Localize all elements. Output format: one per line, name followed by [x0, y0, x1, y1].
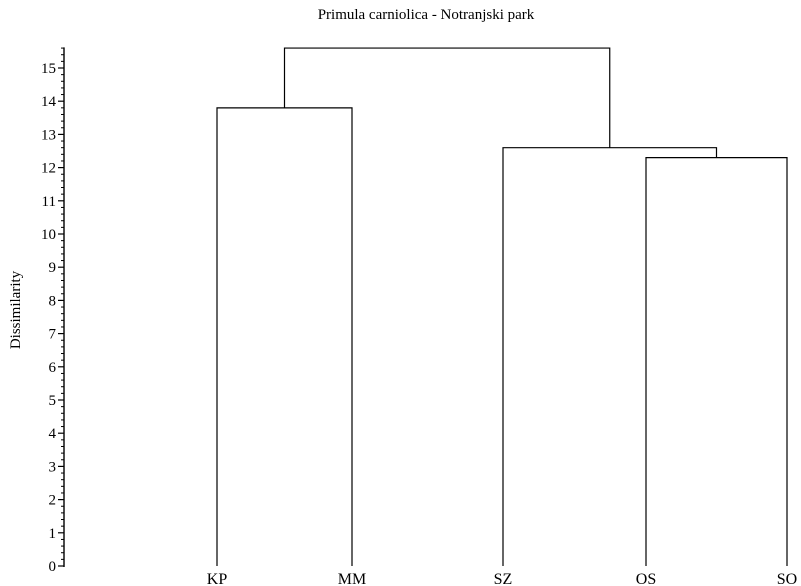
dendrogram-link-n1	[645, 157, 788, 566]
y-tick-label: 14	[41, 94, 57, 110]
y-tick-label: 6	[49, 360, 57, 376]
y-tick-label: 8	[49, 293, 57, 309]
leaf-label: KP	[207, 571, 228, 586]
dendrogram-link-n3	[216, 107, 353, 566]
y-tick-label: 7	[49, 327, 57, 343]
leaf-label: MM	[338, 571, 366, 586]
y-tick-label: 2	[49, 493, 57, 509]
y-tick-label: 0	[49, 559, 57, 575]
leaf-label: SZ	[494, 571, 513, 586]
dendrogram-link-n4	[283, 47, 611, 148]
y-tick-label: 3	[49, 459, 57, 475]
y-tick-label: 11	[42, 194, 56, 210]
y-tick-label: 9	[49, 260, 57, 276]
y-tick-label: 13	[41, 127, 56, 143]
leaf-label: SO	[777, 571, 797, 586]
y-tick-label: 5	[49, 393, 57, 409]
y-tick-label: 10	[41, 227, 56, 243]
y-tick-label: 15	[41, 61, 56, 77]
y-tick-label: 1	[49, 526, 57, 542]
dendrogram-branches	[216, 47, 788, 566]
y-tick-label: 12	[41, 161, 56, 177]
leaf-label: OS	[636, 571, 656, 586]
chart-title: Primula carniolica - Notranjski park	[318, 7, 535, 23]
y-axis-label: Dissimilarity	[8, 270, 24, 349]
y-tick-label: 4	[49, 426, 57, 442]
dendrogram-link-n2	[502, 147, 718, 566]
leaf-labels: KP MM SZ OS SO	[207, 571, 797, 586]
